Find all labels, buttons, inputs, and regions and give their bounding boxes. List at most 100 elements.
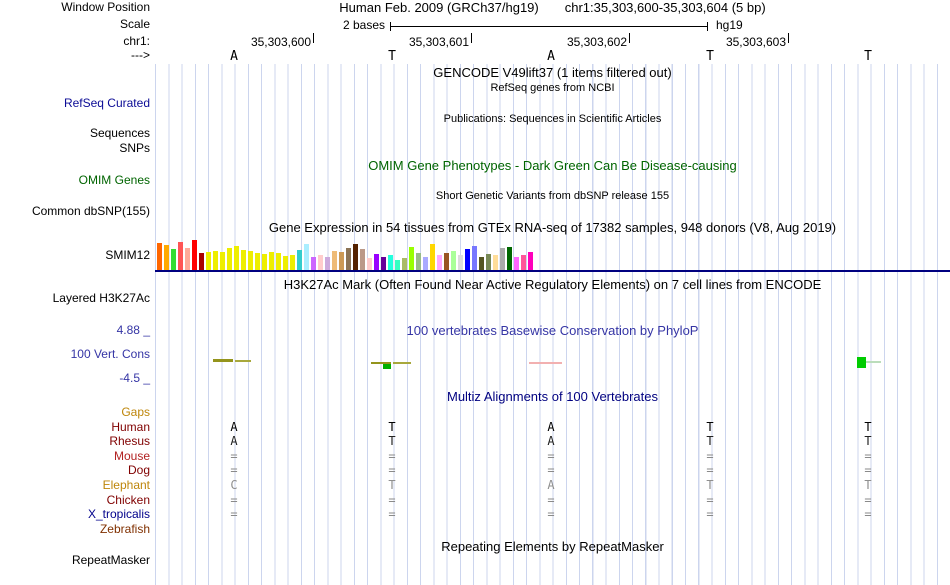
gtex-bar[interactable]: [374, 254, 379, 270]
gtex-bar[interactable]: [269, 252, 274, 270]
gtex-bar[interactable]: [451, 251, 456, 270]
omim-genes-label[interactable]: OMIM Genes: [78, 173, 150, 187]
gtex-bar[interactable]: [444, 253, 449, 270]
alignment-letter: =: [706, 493, 714, 507]
gtex-bar[interactable]: [311, 257, 316, 270]
alignment-letter: A: [547, 478, 555, 492]
gtex-bar[interactable]: [521, 255, 526, 270]
gtex-bar[interactable]: [479, 257, 484, 270]
refseq-track-title[interactable]: RefSeq genes from NCBI: [490, 82, 615, 94]
repeatmasker-label[interactable]: RepeatMasker: [71, 553, 150, 567]
gtex-bar[interactable]: [241, 250, 246, 270]
alignment-letter: =: [388, 449, 396, 463]
gtex-bar[interactable]: [493, 255, 498, 270]
species-label-elephant[interactable]: Elephant: [102, 478, 150, 492]
gtex-bar[interactable]: [423, 257, 428, 270]
gtex-bar[interactable]: [416, 253, 421, 270]
gtex-bar[interactable]: [528, 252, 533, 270]
h3k27ac-track-title[interactable]: H3K27Ac Mark (Often Found Near Active Re…: [283, 277, 822, 292]
gtex-bar[interactable]: [388, 255, 393, 270]
gtex-bar[interactable]: [500, 248, 505, 270]
gtex-bar[interactable]: [262, 254, 267, 270]
dbsnp-track-title[interactable]: Short Genetic Variants from dbSNP releas…: [435, 190, 670, 202]
gtex-bar[interactable]: [381, 257, 386, 270]
gtex-bar[interactable]: [353, 244, 358, 270]
gtex-bar[interactable]: [402, 258, 407, 270]
base-letter: T: [388, 49, 396, 64]
gtex-bar[interactable]: [339, 252, 344, 270]
refseq-curated-label[interactable]: RefSeq Curated: [63, 96, 150, 110]
gtex-bar[interactable]: [178, 242, 183, 270]
gencode-track-title[interactable]: GENCODE V49lift37 (1 items filtered out): [433, 65, 672, 80]
scale-bar-left-tick: [390, 22, 391, 31]
species-label-zebrafish[interactable]: Zebrafish: [99, 522, 150, 536]
scale-bar-right-tick: [707, 22, 708, 31]
alignment-letter: =: [230, 493, 238, 507]
gtex-bar[interactable]: [360, 249, 365, 270]
gtex-bar[interactable]: [185, 248, 190, 270]
gtex-bar[interactable]: [325, 257, 330, 270]
gene-symbol-label[interactable]: SMIM12: [105, 248, 150, 262]
gtex-bar[interactable]: [318, 255, 323, 270]
species-label-dog[interactable]: Dog: [127, 463, 150, 477]
window-position-title: Human Feb. 2009 (GRCh37/hg19) chr1:35,303…: [155, 1, 950, 15]
gtex-bar[interactable]: [234, 246, 239, 270]
gtex-bar[interactable]: [514, 257, 519, 270]
gtex-bar[interactable]: [283, 256, 288, 270]
repeatmasker-track-title[interactable]: Repeating Elements by RepeatMasker: [441, 539, 664, 554]
conservation-track-label[interactable]: 100 Vert. Cons: [70, 347, 150, 361]
gtex-bar[interactable]: [220, 252, 225, 270]
gtex-bar[interactable]: [276, 253, 281, 270]
gtex-bar[interactable]: [164, 245, 169, 270]
gtex-bar[interactable]: [227, 248, 232, 270]
gtex-bar[interactable]: [486, 254, 491, 270]
alignment-letter: =: [547, 493, 555, 507]
gene-extent-line[interactable]: [155, 270, 950, 272]
gtex-bar[interactable]: [465, 249, 470, 270]
publications-track-title[interactable]: Publications: Sequences in Scientific Ar…: [443, 113, 662, 125]
alignment-letter: T: [864, 420, 872, 434]
gtex-bar[interactable]: [472, 246, 477, 270]
layered-h3k27ac-label[interactable]: Layered H3K27Ac: [52, 291, 150, 305]
gtex-bar[interactable]: [367, 258, 372, 270]
ruler-tick-label: 35,303,600: [250, 35, 311, 49]
alignment-letter: =: [388, 493, 396, 507]
multiz-track-title[interactable]: Multiz Alignments of 100 Vertebrates: [446, 389, 658, 404]
alignment-letter: T: [706, 420, 714, 434]
gtex-bar[interactable]: [255, 253, 260, 270]
gtex-bar[interactable]: [171, 249, 176, 270]
omim-track-title[interactable]: OMIM Gene Phenotypes - Dark Green Can Be…: [368, 158, 737, 173]
gtex-bar[interactable]: [437, 255, 442, 270]
assembly-name: hg19: [716, 18, 743, 32]
gtex-bar[interactable]: [332, 251, 337, 270]
species-label-gaps[interactable]: Gaps: [121, 405, 150, 419]
gtex-bar[interactable]: [507, 247, 512, 270]
species-label-mouse[interactable]: Mouse: [113, 449, 150, 463]
ruler-tick: [471, 33, 472, 43]
gtex-track-title[interactable]: Gene Expression in 54 tissues from GTEx …: [268, 220, 837, 235]
common-dbsnp-label[interactable]: Common dbSNP(155): [31, 204, 150, 218]
species-label-x_tropicalis[interactable]: X_tropicalis: [87, 507, 150, 521]
gtex-bar[interactable]: [290, 255, 295, 270]
sequences-label[interactable]: Sequences: [89, 126, 150, 140]
gtex-bar[interactable]: [346, 248, 351, 270]
snps-label[interactable]: SNPs: [119, 141, 150, 155]
gtex-bar[interactable]: [458, 255, 463, 270]
species-label-rhesus[interactable]: Rhesus: [109, 434, 150, 448]
gtex-bar[interactable]: [248, 251, 253, 270]
gtex-bar[interactable]: [206, 252, 211, 270]
gtex-bar[interactable]: [192, 240, 197, 270]
gtex-bar[interactable]: [199, 253, 204, 270]
alignment-letter: T: [388, 434, 396, 448]
gtex-bar[interactable]: [297, 250, 302, 270]
phylop-track-title[interactable]: 100 vertebrates Basewise Conservation by…: [406, 323, 699, 338]
gtex-bar[interactable]: [304, 244, 309, 270]
gtex-bar[interactable]: [430, 244, 435, 270]
species-label-chicken[interactable]: Chicken: [106, 493, 150, 507]
gtex-bar[interactable]: [395, 260, 400, 270]
gtex-bar[interactable]: [157, 243, 162, 270]
gtex-bar[interactable]: [409, 247, 414, 270]
species-label-human[interactable]: Human: [111, 420, 150, 434]
phylop-mark: [393, 362, 411, 364]
gtex-bar[interactable]: [213, 251, 218, 270]
